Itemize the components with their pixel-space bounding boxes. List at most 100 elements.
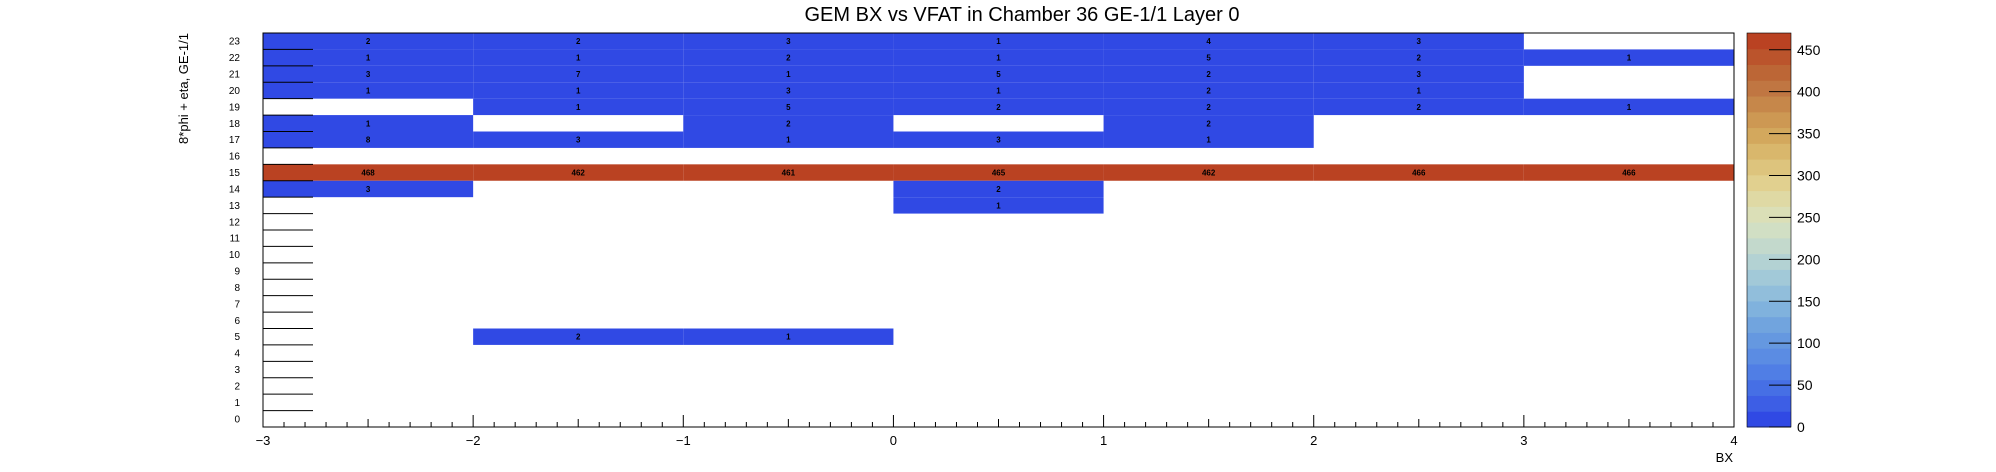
y-tick-label: 5	[234, 332, 240, 343]
color-scale-swatch	[1747, 300, 1791, 318]
heatmap-cell	[473, 131, 684, 148]
cell-value-label: 2	[1417, 54, 1422, 63]
y-tick-label: 15	[229, 168, 241, 179]
y-axis-label: 8*phi + eta, GE-1/1	[176, 33, 191, 144]
heatmap-cell	[1313, 65, 1524, 83]
cell-value-label: 1	[786, 333, 791, 342]
y-tick-label: 7	[234, 299, 240, 310]
heatmap-cell	[473, 164, 684, 181]
cell-value-label: 7	[576, 70, 581, 79]
cell-value-label: 1	[996, 201, 1001, 210]
y-tick-label: 21	[229, 70, 241, 81]
color-scale-swatch	[1747, 80, 1791, 97]
heatmap-cell	[263, 164, 474, 181]
y-tick-label: 6	[234, 316, 240, 327]
x-axis-label: BX	[1716, 450, 1734, 465]
cell-value-label: 8	[366, 136, 371, 145]
y-tick-label: 11	[230, 234, 241, 245]
color-scale-tick-label: 250	[1797, 209, 1821, 225]
y-tick-label: 13	[229, 201, 241, 212]
heatmap-cells	[263, 33, 1734, 345]
cell-value-label: 5	[996, 70, 1001, 79]
cell-value-label: 2	[1417, 103, 1422, 112]
cell-value-label: 2	[786, 54, 791, 63]
y-tick-label: 17	[229, 135, 241, 146]
cell-value-label: 3	[366, 185, 371, 194]
color-scale-swatch	[1747, 379, 1791, 396]
cell-value-label: 462	[572, 169, 586, 178]
y-tick-label: 14	[229, 184, 241, 195]
heatmap-cell	[893, 197, 1104, 214]
cell-value-label: 4	[1206, 37, 1211, 46]
heatmap-cell	[473, 49, 684, 66]
color-scale-swatch	[1747, 174, 1791, 192]
heatmap-cell	[1103, 82, 1314, 99]
color-scale-swatch	[1747, 143, 1791, 160]
heatmap-cell	[893, 33, 1104, 50]
y-tick-label: 0	[234, 414, 240, 425]
y-tick-label: 19	[229, 102, 241, 113]
heatmap-cell	[683, 65, 894, 83]
cell-value-label: 1	[1627, 103, 1632, 112]
cell-value-label: 1	[996, 37, 1001, 46]
cell-value-label: 1	[786, 136, 791, 145]
heatmap-cell	[893, 82, 1104, 99]
cell-value-label: 1	[366, 119, 371, 128]
cell-value-label: 5	[786, 103, 791, 112]
y-tick-label: 9	[234, 267, 240, 278]
color-scale-swatch	[1747, 237, 1791, 255]
y-tick-label: 1	[234, 398, 240, 409]
heatmap-cell	[473, 33, 684, 50]
y-tick-label: 23	[229, 37, 241, 48]
cell-value-label: 1	[366, 54, 371, 63]
color-scale-tick-label: 150	[1797, 293, 1821, 309]
x-tick-label: −2	[466, 433, 481, 448]
heatmap-cell	[683, 33, 894, 50]
color-scale-swatch	[1747, 159, 1791, 176]
heatmap-cell	[263, 49, 474, 66]
y-tick-label: 22	[229, 53, 241, 64]
heatmap-cell	[1103, 131, 1314, 148]
x-tick-label: −1	[676, 433, 691, 448]
heatmap-cell	[683, 164, 894, 181]
heatmap-cell	[473, 328, 684, 345]
color-scale-swatch	[1747, 96, 1791, 113]
cell-value-label: 1	[786, 70, 791, 79]
heatmap-cell	[263, 131, 474, 148]
color-scale-border	[1746, 32, 1792, 428]
y-tick-label: 3	[234, 365, 240, 376]
cell-value-label: 3	[576, 136, 581, 145]
color-scale-ticks: 0 50 100 150 200 250 300 350 400 450	[1746, 32, 1821, 435]
color-scale-swatch	[1747, 33, 1791, 50]
x-tick-label: 2	[1310, 433, 1317, 448]
heatmap-cell	[683, 82, 894, 99]
cell-value-label: 2	[576, 37, 581, 46]
cell-value-label: 1	[366, 86, 371, 95]
cell-value-label: 465	[992, 169, 1006, 178]
x-tick-label: 4	[1730, 433, 1737, 448]
color-scale-swatch	[1747, 363, 1791, 381]
heatmap-cell	[893, 65, 1104, 83]
heatmap-cell	[1523, 98, 1734, 116]
heatmap-cell	[263, 65, 474, 83]
color-scale-swatch	[1747, 316, 1791, 333]
color-scale-tick-label: 0	[1797, 419, 1805, 435]
heatmap-cell	[263, 82, 474, 99]
heatmap-cell	[1103, 49, 1314, 66]
heatmap-cell	[473, 98, 684, 116]
cell-value-label: 2	[576, 333, 581, 342]
heatmap-cell	[1103, 33, 1314, 50]
heatmap-cell	[893, 180, 1104, 198]
color-scale-swatch	[1747, 64, 1791, 81]
heatmap-cell	[1313, 33, 1524, 50]
color-scale-swatch	[1747, 348, 1791, 365]
cell-value-label: 3	[1417, 70, 1422, 79]
heatmap-cell	[683, 115, 894, 132]
cell-value-label: 468	[361, 169, 375, 178]
heatmap-cell	[263, 115, 474, 132]
cell-value-label: 3	[996, 136, 1001, 145]
cell-value-label: 2	[786, 119, 791, 128]
color-scale-tick-label: 100	[1797, 335, 1821, 351]
color-scale-swatch	[1747, 269, 1791, 286]
